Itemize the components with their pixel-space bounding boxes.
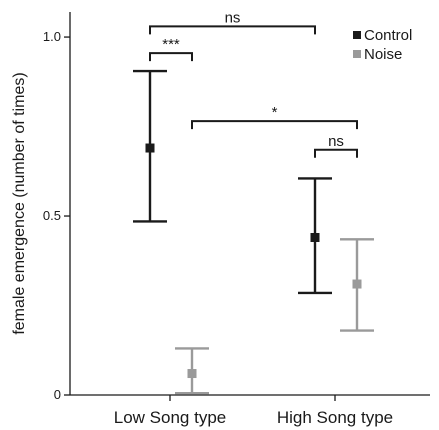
x-category-label: High Song type (277, 408, 393, 427)
y-tick-label: 1.0 (43, 29, 61, 44)
legend: Control Noise (353, 27, 412, 63)
significance-brackets: ns****ns (149, 9, 358, 158)
significance-bracket: ns (149, 9, 316, 35)
data-point (145, 143, 155, 153)
legend-item: Control (353, 27, 412, 44)
bracket-line (314, 148, 358, 158)
legend-label: Noise (364, 46, 402, 63)
axes (69, 12, 430, 396)
x-category-labels: Low Song type High Song type (114, 395, 393, 427)
data-point (310, 233, 320, 243)
significance-label: ns (328, 133, 344, 150)
legend-item: Noise (353, 46, 402, 63)
data-point (352, 279, 362, 289)
significance-bracket: ns (314, 133, 358, 158)
y-axis-title: female emergence (number of times) (11, 72, 28, 334)
significance-bracket: *** (149, 36, 193, 62)
data-series (133, 69, 374, 395)
x-category-label: Low Song type (114, 408, 226, 427)
legend-swatch (353, 31, 361, 39)
legend-swatch (353, 50, 361, 58)
bracket-line (149, 52, 193, 62)
significance-label: *** (162, 36, 180, 53)
significance-label: * (272, 104, 278, 121)
legend-label: Control (364, 27, 412, 44)
bracket-line (191, 120, 358, 130)
significance-label: ns (225, 9, 241, 26)
y-tick-label: 0 (54, 387, 61, 402)
series-noise (175, 238, 374, 395)
significance-bracket: * (191, 104, 358, 130)
y-tick-label: 0.5 (43, 208, 61, 223)
bracket-line (149, 25, 316, 35)
series-control (133, 69, 332, 295)
data-point (187, 369, 197, 379)
y-ticks: 0 0.5 1.0 (43, 29, 70, 402)
